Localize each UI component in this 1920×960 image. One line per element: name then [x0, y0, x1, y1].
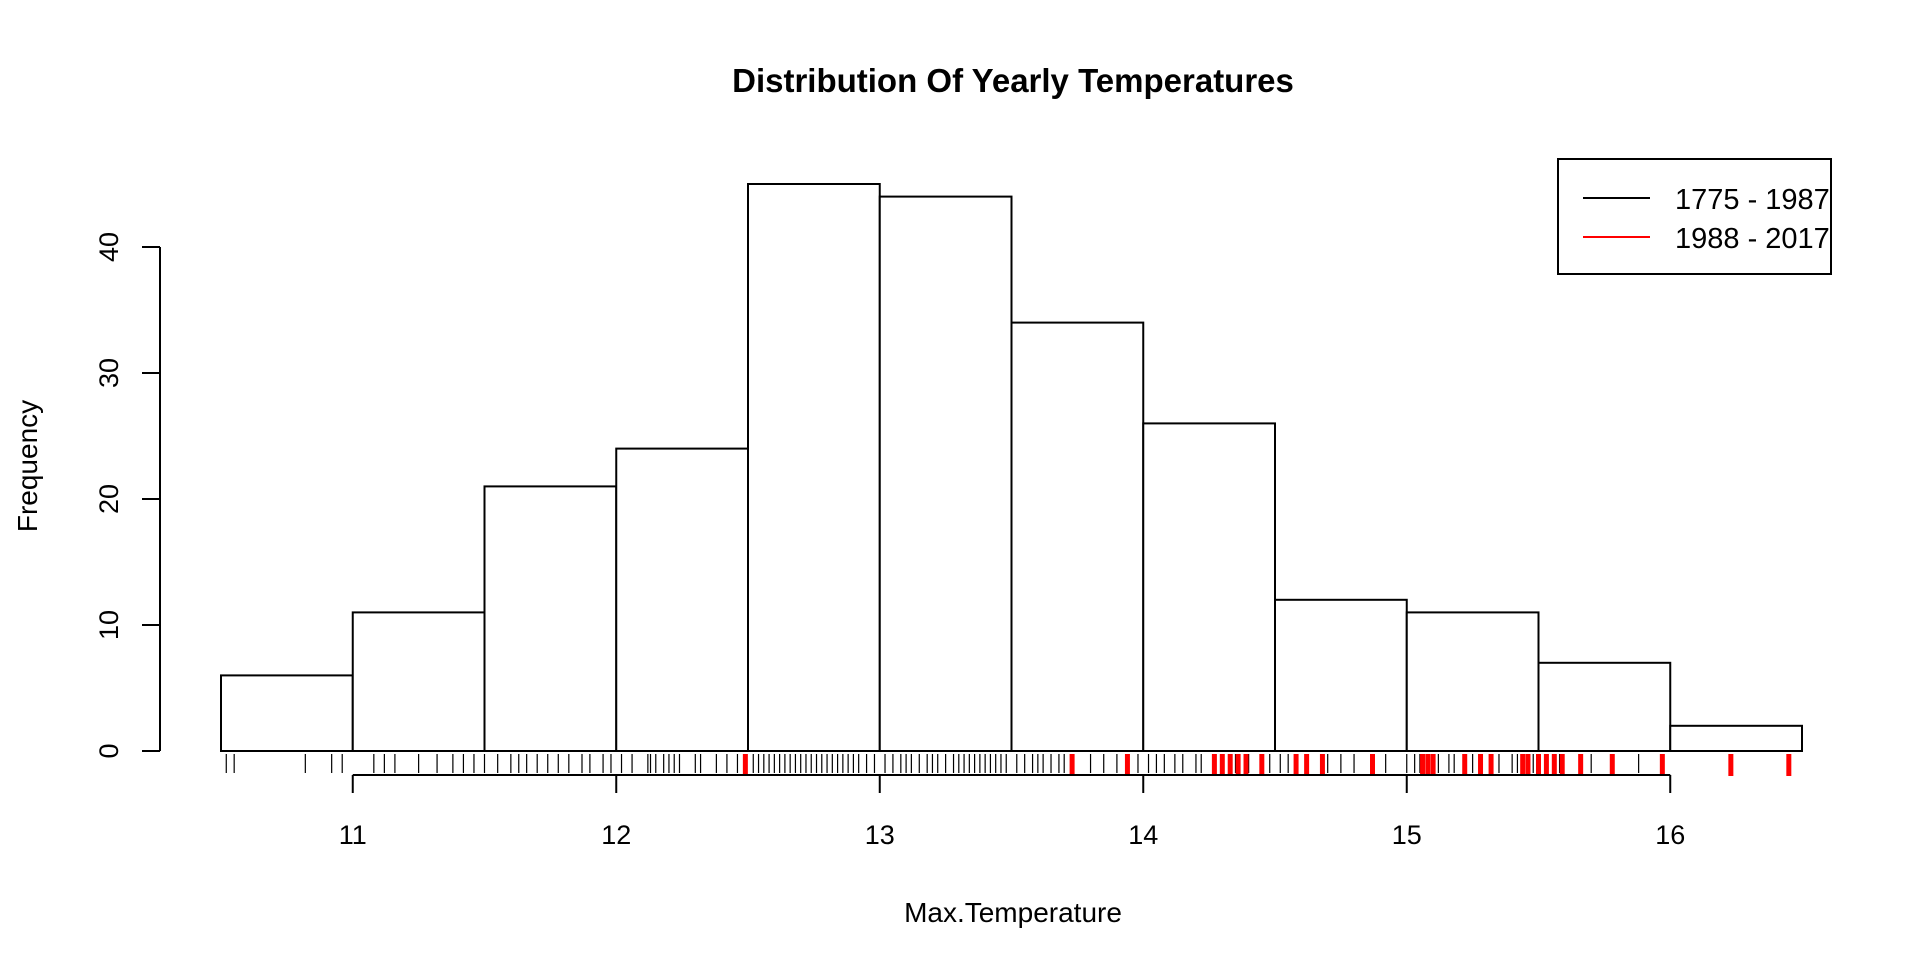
- bars-group: [220, 183, 1803, 753]
- histogram-bar: [483, 485, 618, 752]
- histogram-bar: [615, 447, 749, 752]
- x-tick-label: 15: [1392, 820, 1422, 850]
- x-axis: 11 12 13 14 15 16: [339, 774, 1685, 850]
- histogram-bar: [1405, 611, 1540, 753]
- y-axis: 0 10 20 30 40: [94, 232, 161, 759]
- legend-label-1775-1987: 1775 - 1987: [1675, 184, 1830, 216]
- x-tick-label: 14: [1128, 820, 1158, 850]
- x-axis-title: Max.Temperature: [904, 897, 1122, 928]
- y-tick-label: 20: [94, 484, 124, 514]
- legend-label-1988-2017: 1988 - 2017: [1675, 223, 1830, 255]
- y-tick-label: 0: [94, 743, 124, 758]
- chart-title: Distribution Of Yearly Temperatures: [732, 62, 1294, 99]
- x-tick-label: 12: [601, 820, 631, 850]
- histogram-bar: [1010, 321, 1145, 752]
- histogram-bar: [1537, 661, 1672, 752]
- histogram-bar: [747, 183, 881, 752]
- histogram-bar: [1669, 724, 1803, 752]
- histogram-bar: [220, 674, 354, 753]
- legend: 1775 - 1987 1988 - 2017: [1557, 158, 1832, 275]
- y-tick-label: 40: [94, 232, 124, 262]
- x-tick-label: 13: [865, 820, 895, 850]
- y-tick-label: 10: [94, 610, 124, 640]
- x-tick-label: 11: [339, 820, 367, 850]
- histogram-bar: [878, 195, 1013, 753]
- legend-box: [1557, 158, 1832, 275]
- histogram-bar: [1142, 422, 1276, 752]
- histogram-bar: [351, 611, 486, 753]
- rug-group: [225, 754, 1792, 776]
- y-tick-label: 30: [94, 358, 124, 388]
- x-tick-label: 16: [1655, 820, 1685, 850]
- y-axis-title: Frequency: [12, 400, 43, 532]
- histogram-bar: [1274, 598, 1408, 752]
